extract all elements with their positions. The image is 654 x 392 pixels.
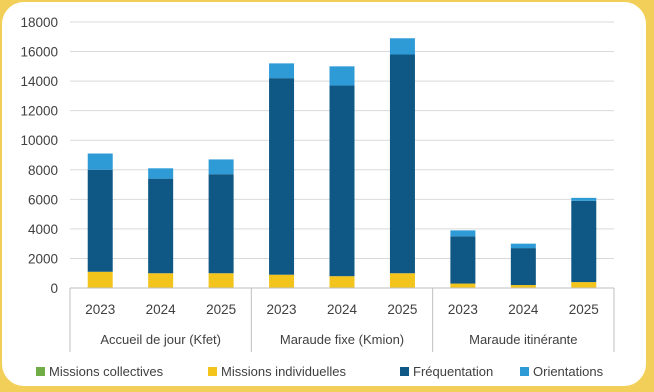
x-tick-label: 2025 <box>387 302 417 317</box>
bar-segment-missions-individuelles <box>148 273 174 288</box>
x-tick-label: 2023 <box>85 302 115 317</box>
y-tick-label: 2000 <box>28 251 58 266</box>
bar-segment-missions-individuelles <box>269 274 295 288</box>
bar-segment-missions-individuelles <box>450 283 476 288</box>
bar-segment-fr-quentation <box>450 236 476 284</box>
stacked-bar-chart: 0 2000 4000 6000 8000 10000 12000 14000 16000 180… <box>20 15 615 379</box>
y-tick-label: 18000 <box>20 15 58 30</box>
x-axis: 2023 2024 2025 2023 2024 2025 2023 2024 2025 Accu… <box>69 287 615 352</box>
legend-label: Orientations <box>533 364 604 379</box>
legend-swatch <box>400 367 409 376</box>
y-tick-label: 16000 <box>20 45 58 60</box>
bar-segment-fr-quentation <box>571 200 597 283</box>
y-tick-label: 0 <box>50 281 58 296</box>
bar-segment-orientations <box>148 168 174 179</box>
x-tick-label: 2023 <box>267 302 297 317</box>
bar-segment-fr-quentation <box>269 78 295 275</box>
bar-segment-orientations <box>208 159 234 175</box>
bar-segment-orientations <box>329 66 355 86</box>
x-tick-label: 2024 <box>508 302 539 317</box>
chart-card: 0 2000 4000 6000 8000 10000 12000 14000 16000 180… <box>2 2 646 386</box>
bar-segment-orientations <box>450 230 476 237</box>
group-label: Maraude fixe (Kmion) <box>280 332 404 347</box>
x-tick-label: 2025 <box>569 302 599 317</box>
bar-segment-orientations <box>510 243 536 249</box>
legend-swatch <box>520 367 529 376</box>
bar-segment-orientations <box>269 63 295 79</box>
bar-segment-fr-quentation <box>208 174 234 274</box>
legend-label: Fréquentation <box>413 364 493 379</box>
y-tick-label: 14000 <box>20 74 58 89</box>
x-tick-label: 2024 <box>327 302 358 317</box>
bar-segment-missions-individuelles <box>510 285 536 288</box>
y-axis: 0 2000 4000 6000 8000 10000 12000 14000 16000 180… <box>20 15 58 296</box>
bar-segment-fr-quentation <box>329 85 355 277</box>
x-tick-label: 2025 <box>206 302 236 317</box>
legend-swatch <box>208 367 217 376</box>
bar-segment-missions-individuelles <box>87 271 113 288</box>
bar-segment-fr-quentation <box>148 178 174 274</box>
group-label: Maraude itinérante <box>469 332 577 347</box>
y-tick-label: 12000 <box>20 104 58 119</box>
bar-segment-missions-individuelles <box>571 282 597 288</box>
bar-segment-fr-quentation <box>87 169 113 272</box>
bars <box>87 38 597 288</box>
bar-segment-missions-individuelles <box>208 273 234 288</box>
legend-label: Missions collectives <box>49 364 164 379</box>
legend-swatch <box>36 367 45 376</box>
bar-segment-fr-quentation <box>389 54 415 274</box>
bar-segment-orientations <box>87 153 113 170</box>
legend-label: Missions individuelles <box>221 364 346 379</box>
x-tick-label: 2024 <box>146 302 177 317</box>
y-tick-label: 10000 <box>20 133 58 148</box>
bar-segment-orientations <box>571 197 597 201</box>
bar-segment-orientations <box>389 38 415 55</box>
y-tick-label: 8000 <box>28 163 58 178</box>
y-tick-label: 6000 <box>28 192 58 207</box>
group-label: Accueil de jour (Kfet) <box>100 332 221 347</box>
x-tick-label: 2023 <box>448 302 478 317</box>
bar-segment-missions-individuelles <box>329 276 355 288</box>
bar-segment-missions-individuelles <box>389 273 415 288</box>
y-tick-label: 4000 <box>28 222 58 237</box>
legend: Missions collectives Missions individuell… <box>36 364 604 379</box>
bar-segment-fr-quentation <box>510 248 536 286</box>
